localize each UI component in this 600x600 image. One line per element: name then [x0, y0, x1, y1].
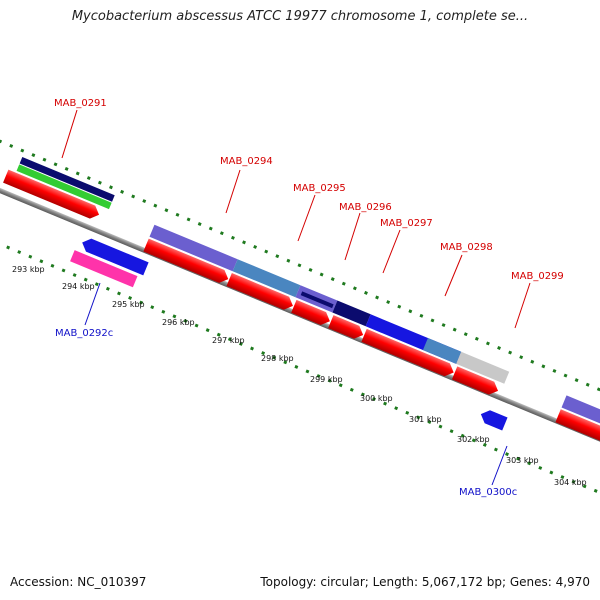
tick-label: 298 kbp: [261, 354, 294, 363]
feature-mab0298-tail[interactable]: [422, 338, 462, 364]
tick-label: 303 kbp: [506, 456, 539, 465]
label-mab0299[interactable]: MAB_0299: [511, 271, 564, 282]
cds-mab0298[interactable]: [361, 328, 456, 379]
feature-mab0295-gene[interactable]: [232, 259, 301, 298]
feature-mab0299-gene[interactable]: [456, 351, 510, 384]
rotated-track-group: [0, 139, 600, 506]
tick-label: 302 kbp: [457, 435, 490, 444]
feature-next-gene[interactable]: [561, 395, 600, 431]
label-mab0298[interactable]: MAB_0298: [440, 242, 493, 253]
tick-label: 294 kbp: [62, 282, 95, 291]
feature-mab0292c-gene[interactable]: [80, 236, 149, 276]
gene-labels-bottom: MAB_0292c MAB_0300c: [55, 328, 517, 498]
cds-next[interactable]: [555, 409, 600, 462]
tick-label: 293 kbp: [12, 265, 45, 274]
cds-mab0296[interactable]: [291, 299, 332, 328]
feature-mab0297-gene[interactable]: [332, 300, 371, 327]
feature-mab0292c-pink[interactable]: [70, 250, 138, 288]
gene-labels-top: MAB_0291 MAB_0294 MAB_0295 MAB_0296 MAB_…: [54, 98, 564, 282]
cds-mab0295[interactable]: [226, 273, 296, 312]
top-tick-track: [0, 139, 600, 418]
tick-label: 296 kbp: [162, 318, 195, 327]
feature-mab0291-navy[interactable]: [19, 157, 115, 202]
label-mab0295[interactable]: MAB_0295: [293, 183, 346, 194]
cds-mab0294[interactable]: [143, 238, 231, 286]
map-title: Mycobacterium abscessus ATCC 19977 chrom…: [71, 9, 529, 24]
label-mab0291[interactable]: MAB_0291: [54, 98, 107, 109]
accession-text: Accession: NC_010397: [10, 575, 147, 589]
kbp-tick-labels: 293 kbp 294 kbp 295 kbp 296 kbp 297 kbp …: [12, 265, 587, 487]
feature-mab0296-core[interactable]: [300, 291, 334, 309]
feature-mab0291-cds[interactable]: [3, 169, 102, 222]
chromosome-backbone: [0, 180, 600, 461]
label-mab0297[interactable]: MAB_0297: [380, 218, 433, 229]
feature-mab0291-green[interactable]: [16, 164, 112, 210]
feature-mab0300c-gene[interactable]: [478, 408, 508, 431]
label-mab0300c[interactable]: MAB_0300c: [459, 487, 517, 498]
callout-lines: [61, 109, 531, 486]
tick-label: 301 kbp: [409, 415, 442, 424]
tick-label: 299 kbp: [310, 375, 343, 384]
tick-label: 304 kbp: [554, 478, 587, 487]
tick-label: 300 kbp: [360, 394, 393, 403]
cds-mab0299[interactable]: [451, 366, 501, 397]
label-mab0292c[interactable]: MAB_0292c: [55, 328, 113, 339]
feature-mab0294-gene[interactable]: [149, 224, 238, 272]
tick-label: 295 kbp: [112, 300, 145, 309]
label-mab0296[interactable]: MAB_0296: [339, 202, 392, 213]
genome-summary-text: Topology: circular; Length: 5,067,172 bp…: [260, 575, 590, 589]
label-mab0294[interactable]: MAB_0294: [220, 156, 273, 167]
cds-mab0297[interactable]: [328, 315, 366, 341]
bottom-tick-track: [0, 227, 600, 506]
tick-label: 297 kbp: [212, 336, 245, 345]
